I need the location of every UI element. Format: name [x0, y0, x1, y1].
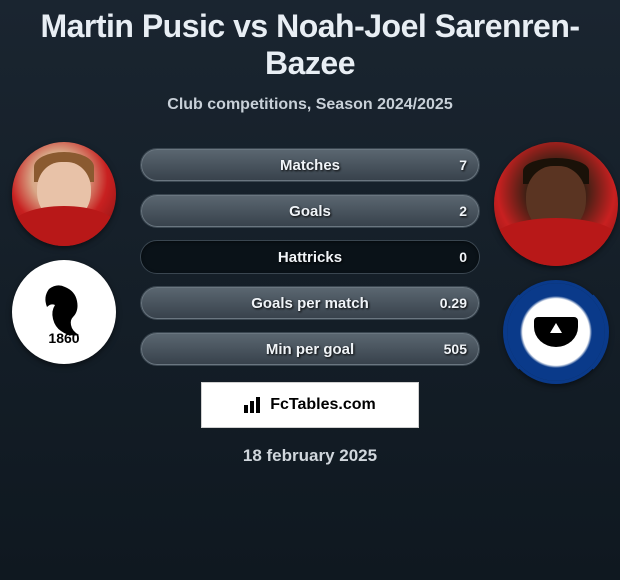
club-left-badge: 1860 [12, 260, 116, 364]
stat-label: Matches [280, 157, 340, 174]
player-right-avatar [494, 142, 618, 266]
club-left-year: 1860 [48, 330, 79, 346]
stat-value-right: 0 [459, 249, 467, 265]
right-column [500, 142, 612, 384]
player-left-avatar [12, 142, 116, 246]
left-column: 1860 [8, 142, 120, 364]
stats-list: Matches 7 Goals 2 Hattricks 0 Goals per match 0… [140, 142, 480, 366]
stat-label: Hattricks [278, 249, 342, 266]
comparison-panel: 1860 Matches 7 Goals 2 Hattricks 0 Goals per m… [0, 142, 620, 366]
page-title: Martin Pusic vs Noah-Joel Sarenren-Bazee [0, 0, 620, 82]
page-subtitle: Club competitions, Season 2024/2025 [0, 96, 620, 114]
stat-row: Goals per match 0.29 [140, 286, 480, 320]
stat-label: Goals per match [251, 295, 369, 312]
stat-row: Hattricks 0 [140, 240, 480, 274]
stat-row: Goals 2 [140, 194, 480, 228]
date-label: 18 february 2025 [0, 446, 620, 466]
stat-row: Matches 7 [140, 148, 480, 182]
brand-label: FcTables.com [270, 396, 376, 414]
club-right-badge [504, 280, 608, 384]
stat-value-right: 505 [444, 341, 467, 357]
stat-value-right: 0.29 [440, 295, 467, 311]
bar-chart-icon [244, 397, 264, 413]
brand-badge: FcTables.com [201, 382, 419, 428]
stat-row: Min per goal 505 [140, 332, 480, 366]
stat-label: Min per goal [266, 341, 354, 358]
stat-label: Goals [289, 203, 331, 220]
avatar-body [494, 218, 618, 266]
stat-value-right: 2 [459, 203, 467, 219]
avatar-body [12, 206, 116, 246]
stat-value-right: 7 [459, 157, 467, 173]
